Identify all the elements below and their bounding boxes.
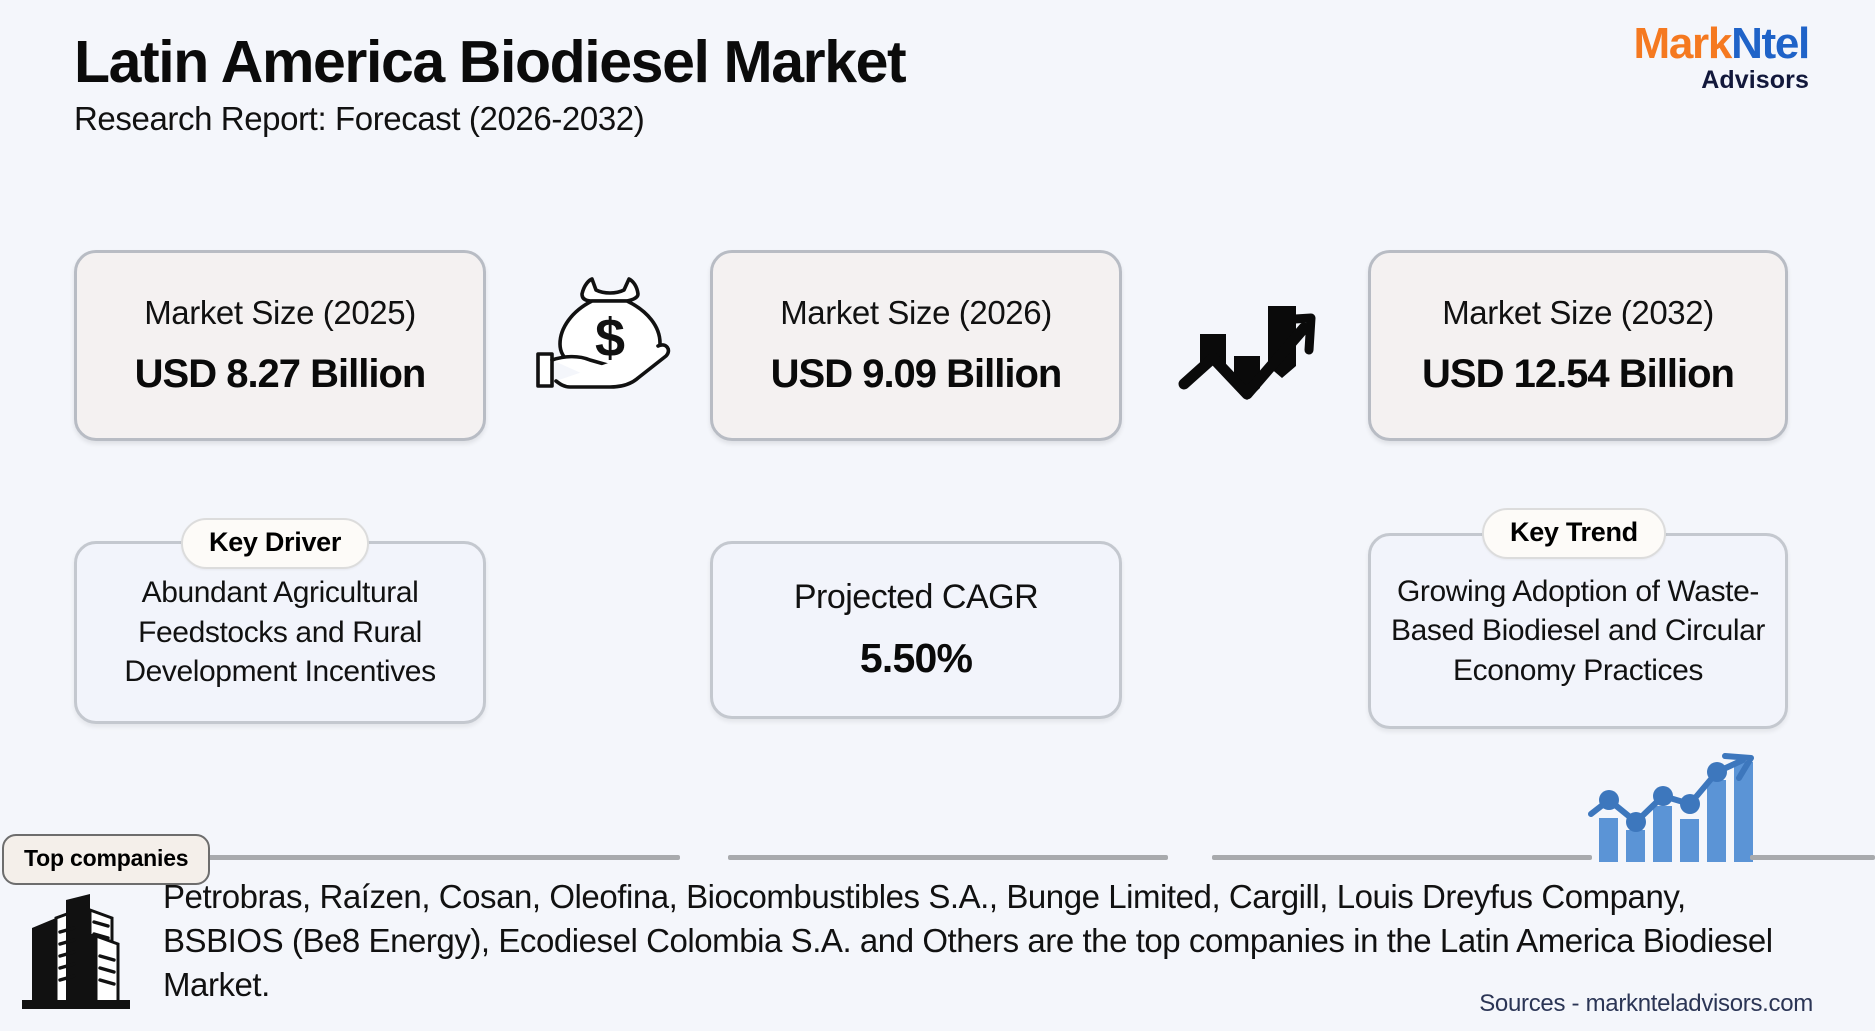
market-size-card-2025: Market Size (2025) USD 8.27 Billion (74, 250, 486, 441)
top-companies-badge: Top companies (2, 834, 211, 885)
top-companies-text: Petrobras, Raízen, Cosan, Oleofina, Bioc… (163, 878, 1773, 1003)
brand-logo[interactable]: MarkNtel Advisors (1633, 19, 1811, 94)
key-trend-card: Growing Adoption of Waste-Based Biodiese… (1368, 533, 1788, 729)
divider-segment-2 (728, 855, 1168, 860)
brand-logo-mark: Mark (1633, 19, 1733, 68)
brand-logo-advisors: Advisors (1701, 66, 1809, 94)
page-header: Latin America Biodiesel Market Research … (74, 29, 1815, 157)
page-title: Latin America Biodiesel Market (74, 29, 907, 95)
market-size-value-2032: USD 12.54 Billion (1422, 352, 1735, 396)
key-trend-pill: Key Trend (1482, 508, 1666, 559)
cagr-value: 5.50% (859, 635, 973, 681)
page-subtitle: Research Report: Forecast (2026-2032) (74, 100, 645, 138)
key-trend-text: Growing Adoption of Waste-Based Biodiese… (1390, 574, 1765, 687)
bottom-divider (0, 855, 1875, 861)
divider-segment-1 (150, 855, 680, 860)
market-size-row: Market Size (2025) USD 8.27 Billion Mark… (0, 250, 1875, 445)
market-size-card-2032: Market Size (2032) USD 12.54 Billion (1368, 250, 1788, 441)
market-size-card-2026: Market Size (2026) USD 9.09 Billion (710, 250, 1122, 441)
divider-segment-4 (1750, 855, 1875, 860)
market-size-label-2026: Market Size (2026) (780, 294, 1052, 331)
svg-text:$: $ (595, 308, 625, 368)
money-bag-icon: $ (534, 268, 674, 390)
market-size-label-2025: Market Size (2025) (144, 294, 416, 331)
growth-chart-arrow-icon (1178, 288, 1328, 403)
market-size-label-2032: Market Size (2032) (1442, 294, 1714, 331)
brand-logo-ntel: Ntel (1731, 19, 1810, 68)
key-driver-card: Abundant Agricultural Feedstocks and Rur… (74, 541, 486, 724)
market-size-value-2025: USD 8.27 Billion (134, 352, 427, 396)
sources-label: Sources - marknteladvisors.com (1479, 990, 1813, 1017)
cagr-label: Projected CAGR (793, 578, 1039, 616)
key-driver-text: Abundant Agricultural Feedstocks and Rur… (124, 576, 436, 689)
divider-segment-3 (1212, 855, 1592, 860)
blue-bar-line-chart-icon (1585, 752, 1765, 864)
key-driver-pill: Key Driver (181, 518, 370, 569)
market-size-value-2026: USD 9.09 Billion (770, 352, 1063, 396)
brand-logo-main: MarkNtel (1633, 19, 1811, 68)
cagr-card: Projected CAGR 5.50% (710, 541, 1122, 719)
insights-row: Abundant Agricultural Feedstocks and Rur… (0, 533, 1875, 729)
office-buildings-icon (18, 892, 134, 1012)
